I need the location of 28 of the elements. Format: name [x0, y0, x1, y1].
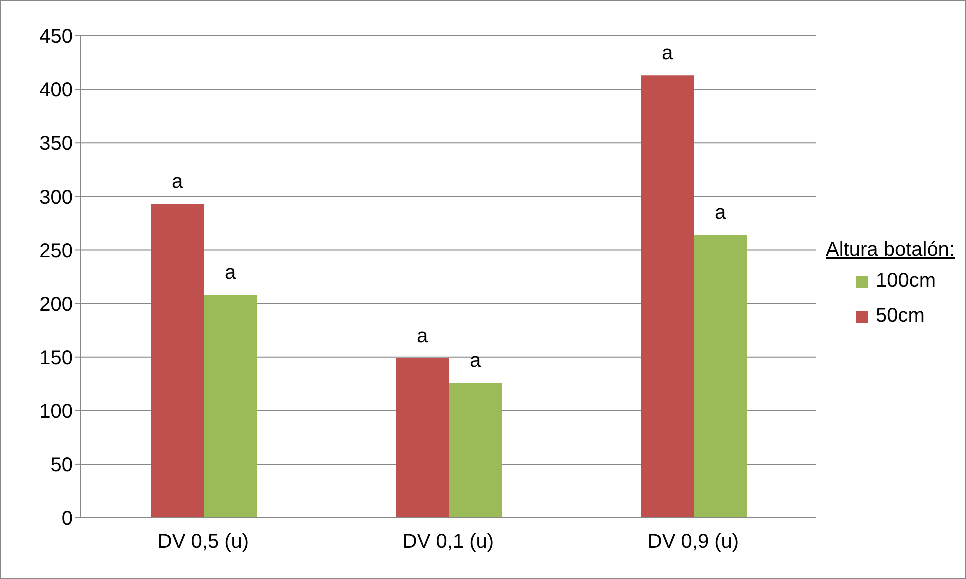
- annotation: a: [224, 262, 237, 284]
- y-tick-label: 0: [62, 508, 73, 530]
- annotation: a: [662, 42, 674, 65]
- y-tick-label: 200: [40, 294, 73, 316]
- annotation: a: [470, 350, 482, 372]
- x-tick-label: DV 0,9 (u): [648, 531, 740, 554]
- legend-label: 50cm: [875, 305, 926, 328]
- bar: [641, 76, 694, 518]
- bar: [151, 204, 204, 518]
- bar: [449, 383, 502, 518]
- y-tick-label: 450: [40, 26, 73, 48]
- bar: [694, 235, 748, 518]
- annotation: a: [714, 202, 727, 224]
- legend-label: 100cm: [875, 270, 938, 293]
- y-tick-label: 50: [50, 454, 73, 477]
- annotation: a: [172, 171, 184, 194]
- x-tick-label: DV 0,5 (u): [158, 531, 250, 554]
- y-tick-label: 150: [40, 347, 73, 370]
- legend-title: Altura botalón:: [826, 239, 955, 262]
- x-tick-label: DV 0,1 (u): [402, 531, 494, 554]
- bar: [396, 358, 450, 518]
- y-tick-label: 250: [40, 240, 73, 262]
- y-tick-label: 400: [40, 80, 73, 102]
- bar: [204, 295, 257, 518]
- y-tick-label: 300: [40, 186, 73, 209]
- y-tick-label: 350: [40, 133, 73, 156]
- annotation: a: [416, 325, 429, 348]
- y-tick-label: 100: [40, 400, 73, 423]
